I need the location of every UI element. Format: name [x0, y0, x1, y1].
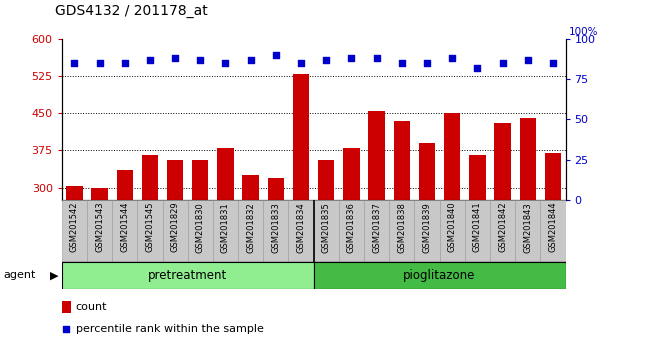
Bar [213, 200, 238, 262]
Text: GSM201545: GSM201545 [146, 202, 155, 252]
Text: GSM201839: GSM201839 [422, 202, 432, 253]
Bar [167, 160, 183, 336]
Text: GSM201841: GSM201841 [473, 202, 482, 252]
Text: GSM201543: GSM201543 [95, 202, 104, 252]
Point [195, 57, 205, 63]
Text: GSM201835: GSM201835 [322, 202, 331, 253]
Text: count: count [75, 302, 107, 313]
Bar [343, 148, 359, 336]
Bar [116, 170, 133, 336]
Text: ▶: ▶ [50, 270, 58, 280]
Text: GSM201837: GSM201837 [372, 202, 381, 253]
Text: GSM201542: GSM201542 [70, 202, 79, 252]
Text: GSM201832: GSM201832 [246, 202, 255, 253]
Bar [293, 74, 309, 336]
Bar [364, 200, 389, 262]
Bar [339, 200, 364, 262]
Text: GDS4132 / 201178_at: GDS4132 / 201178_at [55, 4, 208, 18]
Point [346, 56, 357, 61]
Point [447, 56, 458, 61]
Bar [313, 262, 566, 289]
Point [246, 57, 256, 63]
Point [120, 60, 130, 66]
Point [548, 60, 558, 66]
Bar [465, 200, 490, 262]
Point [523, 57, 533, 63]
Text: GSM201544: GSM201544 [120, 202, 129, 252]
Bar [289, 200, 313, 262]
Bar [62, 301, 71, 313]
Text: GSM201833: GSM201833 [271, 202, 280, 253]
Point [220, 60, 231, 66]
Text: 100%: 100% [569, 27, 598, 37]
Bar [66, 186, 83, 336]
Bar [394, 121, 410, 336]
Bar [415, 200, 439, 262]
Bar [137, 200, 162, 262]
Bar [188, 200, 213, 262]
Bar [515, 200, 540, 262]
Text: GSM201831: GSM201831 [221, 202, 230, 253]
Point [472, 65, 482, 71]
Text: GSM201829: GSM201829 [170, 202, 179, 252]
Point [170, 56, 180, 61]
Point [296, 60, 306, 66]
Point [270, 52, 281, 58]
Bar [62, 200, 87, 262]
Text: GSM201844: GSM201844 [549, 202, 558, 252]
Point [371, 56, 382, 61]
Bar [490, 200, 515, 262]
Bar [87, 200, 112, 262]
Bar [192, 160, 209, 336]
Bar [318, 160, 334, 336]
Point [321, 57, 332, 63]
Text: GSM201840: GSM201840 [448, 202, 457, 252]
Bar [469, 155, 486, 336]
Bar [519, 118, 536, 336]
Text: GSM201838: GSM201838 [397, 202, 406, 253]
Bar [142, 155, 158, 336]
Bar [268, 178, 284, 336]
Bar [444, 113, 460, 336]
Bar [92, 188, 108, 336]
Point [61, 326, 72, 332]
Bar [495, 123, 511, 336]
Point [145, 57, 155, 63]
Bar [540, 200, 566, 262]
Bar [369, 111, 385, 336]
Bar [419, 143, 435, 336]
Text: pretreatment: pretreatment [148, 269, 228, 282]
Text: GSM201842: GSM201842 [498, 202, 507, 252]
Text: agent: agent [3, 270, 36, 280]
Bar [242, 175, 259, 336]
Text: pioglitazone: pioglitazone [404, 269, 476, 282]
Bar [238, 200, 263, 262]
Point [396, 60, 407, 66]
Bar [313, 200, 339, 262]
Text: percentile rank within the sample: percentile rank within the sample [75, 324, 263, 334]
Text: GSM201836: GSM201836 [347, 202, 356, 253]
Text: GSM201834: GSM201834 [296, 202, 306, 253]
Point [69, 60, 79, 66]
Bar [439, 200, 465, 262]
Bar [62, 262, 313, 289]
Point [497, 60, 508, 66]
Point [422, 60, 432, 66]
Bar [263, 200, 289, 262]
Text: GSM201830: GSM201830 [196, 202, 205, 253]
Bar [389, 200, 415, 262]
Bar [162, 200, 188, 262]
Text: GSM201843: GSM201843 [523, 202, 532, 253]
Bar [545, 153, 561, 336]
Bar [112, 200, 137, 262]
Bar [217, 148, 233, 336]
Point [94, 60, 105, 66]
